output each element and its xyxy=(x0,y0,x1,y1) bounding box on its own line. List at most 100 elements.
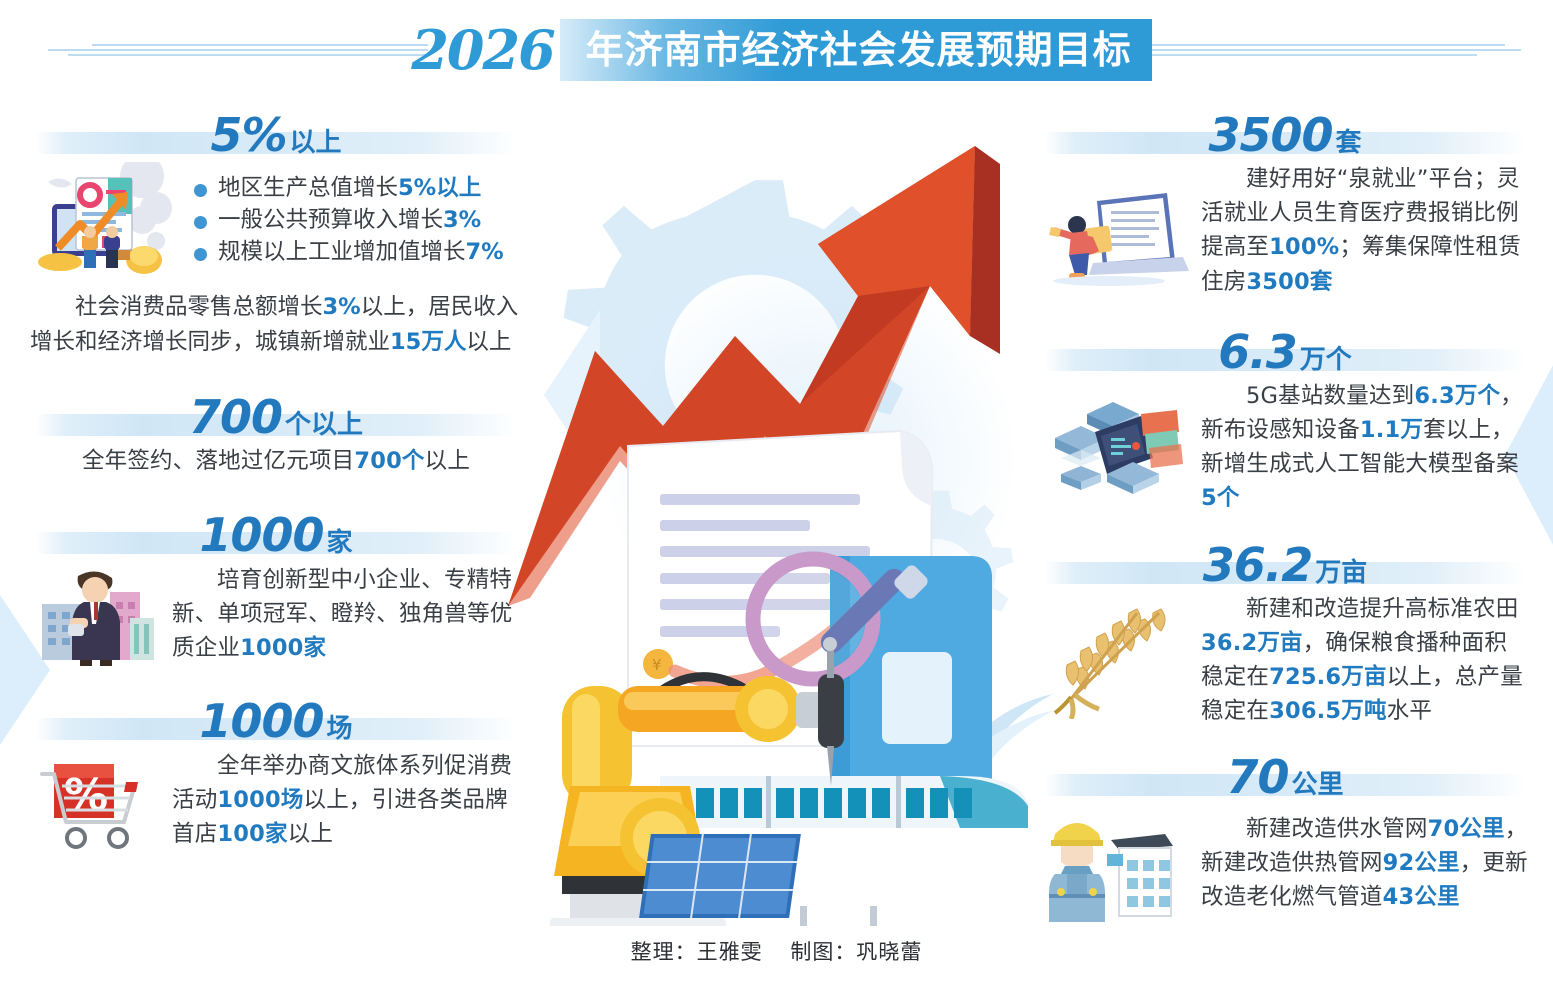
block-gdp-header: 5% 以上 xyxy=(26,104,526,158)
block-promotions-header: 1000 场 xyxy=(26,690,526,744)
block-pipelines-headline: 70 公里 xyxy=(1226,754,1343,800)
servers-data-icon xyxy=(1041,388,1191,506)
title-year: 2026 xyxy=(411,18,555,82)
tablet-screen xyxy=(1095,416,1153,475)
headline-unit: 公里 xyxy=(1291,770,1344,801)
block-housing-headline: 3500 套 xyxy=(1208,112,1361,158)
headline-unit: 个以上 xyxy=(285,409,364,440)
speed-lines-right xyxy=(1125,44,1525,60)
header-band xyxy=(36,413,516,436)
5g-text: 5G基站数量达到6.3万个，新布设感知设备1.1万套以上，新增生成式人工智能大模… xyxy=(1201,382,1523,512)
designer-credit: 制图：巩晓蕾 xyxy=(790,940,923,964)
economy-growth-illustration: ¥ xyxy=(500,86,1030,926)
headline-unit: 万亩 xyxy=(1315,557,1368,588)
list-item: 一般公共预算收入增长3% xyxy=(192,205,520,237)
headline-number: 3500 xyxy=(1208,108,1333,162)
headline-unit: 套 xyxy=(1335,128,1362,158)
page-title: 2026 年济南市经济社会发展预期目标 xyxy=(401,18,1152,82)
laptop-growth-chart-icon xyxy=(32,162,182,280)
header-band xyxy=(1045,561,1525,584)
block-enterprises-body: 培育创新型中小企业、专精特新、单项冠军、瞪羚、独角兽等优质企业1000家 xyxy=(26,558,526,666)
block-housing-header: 3500 套 xyxy=(1035,104,1535,158)
block-enterprises-header: 1000 家 xyxy=(26,504,526,558)
block-promotions-body: % 全年举办商文旅体系列促消费活动1000场以上，引进各类品牌首店100家以上 xyxy=(26,744,526,852)
block-farmland-header: 36.2 万亩 xyxy=(1035,534,1535,588)
block-projects-header: 700 个以上 xyxy=(26,386,526,440)
server-stack-bottom xyxy=(1107,462,1159,495)
headline-number: 1000 xyxy=(199,507,324,562)
promotions-text: 全年举办商文旅体系列促消费活动1000场以上，引进各类品牌首店100家以上 xyxy=(172,752,513,848)
block-projects: 700 个以上 全年签约、落地过亿元项目700个以上 xyxy=(26,386,526,478)
header-band xyxy=(1045,774,1525,797)
header-band xyxy=(1045,132,1525,154)
block-gdp-headline: 5% 以上 xyxy=(210,112,341,158)
block-housing-body: 建好用好“泉就业”平台；灵活就业人员生育医疗费报销比例提高至100%；筹集保障性… xyxy=(1035,158,1535,299)
title-banner: 年济南市经济社会发展预期目标 xyxy=(559,19,1152,81)
panels xyxy=(1141,410,1183,469)
robot-arm-icon xyxy=(550,637,844,926)
building xyxy=(1107,834,1173,918)
headline-number: 700 xyxy=(188,389,283,444)
farmland-text: 新建和改造提升高标准农田36.2万亩，确保粮食播种面积稳定在725.6万亩以上，… xyxy=(1201,595,1523,725)
header-band xyxy=(36,132,516,154)
headline-number: 36.2 xyxy=(1202,537,1313,592)
block-promotions-headline: 1000 场 xyxy=(199,698,352,744)
block-promotions: 1000 场 % xyxy=(26,690,526,852)
headline-unit: 场 xyxy=(326,713,353,744)
title-text: 年济南市经济社会发展预期目标 xyxy=(585,28,1132,72)
list-item: 规模以上工业增加值增长7% xyxy=(192,237,520,269)
block-farmland: 36.2 万亩 xyxy=(1035,534,1535,729)
solar-panels-icon xyxy=(639,834,877,926)
block-pipelines-body: 新建改造供水管网70公里，新建改造供热管网92公里，更新改造老化燃气管道43公里 xyxy=(1035,800,1535,923)
svg-text:%: % xyxy=(64,770,108,821)
projects-text: 全年签约、落地过亿元项目700个以上 xyxy=(81,447,471,474)
svg-text:¥: ¥ xyxy=(652,656,662,674)
speed-lines-left xyxy=(28,44,428,60)
block-pipelines: 70 公里 xyxy=(1035,746,1535,923)
headline-number: 70 xyxy=(1226,750,1289,805)
headline-unit: 以上 xyxy=(289,128,342,158)
credit-line: 整理：王雅雯 制图：巩晓蕾 xyxy=(0,936,1553,966)
block-farmland-headline: 36.2 万亩 xyxy=(1203,542,1368,588)
page-header: 2026 年济南市经济社会发展预期目标 xyxy=(0,0,1553,100)
server-stack-left xyxy=(1055,426,1107,467)
block-5g: 6.3 万个 xyxy=(1035,321,1535,516)
header-band xyxy=(1045,348,1525,371)
worker-helmet-building-icon xyxy=(1041,804,1191,923)
right-column: 3500 套 xyxy=(1035,104,1535,928)
people xyxy=(82,226,130,268)
enterprises-text: 培育创新型中小企业、专精特新、单项冠军、瞪羚、独角兽等优质企业1000家 xyxy=(172,566,513,662)
businessman-buildings-icon xyxy=(32,562,162,666)
gdp-bullet-list: 地区生产总值增长5%以上 一般公共预算收入增长3% 规模以上工业增加值增长7% xyxy=(192,173,520,269)
block-housing: 3500 套 xyxy=(1035,104,1535,299)
gdp-note: 社会消费品零售总额增长3%以上，居民收入增长和经济增长同步，城镇新增就业15万人… xyxy=(30,294,519,355)
editor-credit: 整理：王雅雯 xyxy=(630,940,763,964)
headline-number: 6.3 xyxy=(1218,324,1297,379)
headline-unit: 万个 xyxy=(1299,344,1352,375)
person-laptop-document-icon xyxy=(1041,171,1191,289)
block-5g-headline: 6.3 万个 xyxy=(1218,329,1352,375)
block-enterprises-headline: 1000 家 xyxy=(199,512,352,558)
block-gdp: 5% 以上 xyxy=(26,104,526,360)
block-5g-header: 6.3 万个 xyxy=(1035,321,1535,375)
block-farmland-body: 新建和改造提升高标准农田36.2万亩，确保粮食播种面积稳定在725.6万亩以上，… xyxy=(1035,588,1535,729)
headline-unit: 家 xyxy=(326,527,353,558)
block-projects-headline: 700 个以上 xyxy=(189,394,363,440)
block-pipelines-header: 70 公里 xyxy=(1035,746,1535,800)
header-band xyxy=(36,717,516,740)
worker xyxy=(1049,823,1105,923)
block-projects-body: 全年签约、落地过亿元项目700个以上 xyxy=(26,440,526,478)
wheat-ears-icon xyxy=(1041,601,1191,719)
block-enterprises: 1000 家 xyxy=(26,504,526,666)
block-gdp-body: 地区生产总值增长5%以上 一般公共预算收入增长3% 规模以上工业增加值增长7% xyxy=(26,158,526,280)
header-band xyxy=(36,531,516,554)
businessman xyxy=(68,571,120,666)
small-cube xyxy=(1061,466,1101,491)
high-speed-train-icon xyxy=(660,776,1028,828)
block-5g-body: 5G基站数量达到6.3万个，新布设感知设备1.1万套以上，新增生成式人工智能大模… xyxy=(1035,375,1535,516)
headline-number: 5% xyxy=(210,108,287,162)
list-item: 地区生产总值增长5%以上 xyxy=(192,173,520,205)
shopping-cart-discount-icon: % xyxy=(32,748,162,852)
headline-number: 1000 xyxy=(199,693,324,748)
